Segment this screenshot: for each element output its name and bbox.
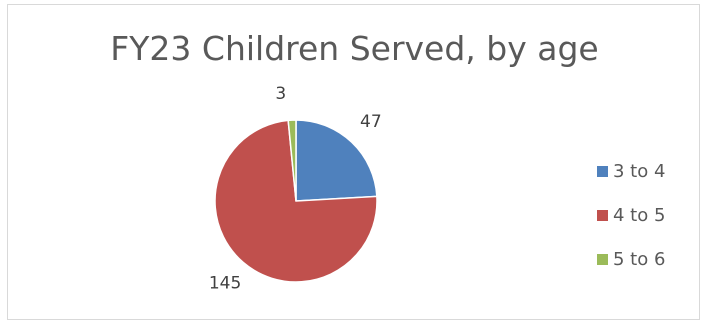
legend-item-5-to-6: 5 to 6: [597, 237, 665, 281]
chart-frame: FY23 Children Served, by age 47 145 3 3 to…: [7, 4, 700, 320]
legend-label-5-to-6: 5 to 6: [613, 248, 666, 270]
data-label-5-to-6: 3: [275, 84, 286, 104]
data-label-4-to-5: 145: [209, 274, 241, 294]
legend-swatch-4-to-5: [597, 209, 608, 221]
legend-label-3-to-4: 3 to 4: [613, 160, 666, 182]
legend-swatch-3-to-4: [597, 165, 608, 177]
pie-slice-4-to-5: [214, 119, 378, 283]
pie-slice-3-to-4: [295, 119, 378, 202]
chart-title: FY23 Children Served, by age: [110, 29, 599, 68]
legend-item-4-to-5: 4 to 5: [597, 193, 665, 237]
data-label-3-to-4: 47: [360, 112, 382, 132]
legend-swatch-5-to-6: [597, 253, 608, 265]
legend-item-3-to-4: 3 to 4: [597, 149, 665, 193]
pie-chart: 47 145 3: [209, 84, 382, 294]
legend: 3 to 4 4 to 5 5 to 6: [597, 149, 665, 281]
legend-label-4-to-5: 4 to 5: [613, 204, 666, 226]
pie-slice-5-to-6: [287, 119, 297, 202]
